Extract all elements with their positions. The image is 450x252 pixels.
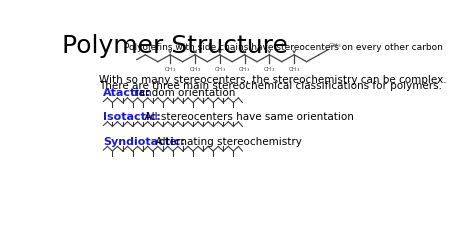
Text: CH$_3$: CH$_3$: [288, 65, 300, 74]
Text: random orientation: random orientation: [131, 88, 236, 98]
Text: Isotactic:: Isotactic:: [103, 112, 161, 121]
Text: There are three main stereochemical classifications for polymers.: There are three main stereochemical clas…: [99, 81, 442, 91]
Text: Atactic:: Atactic:: [103, 88, 151, 98]
Text: CH$_3$: CH$_3$: [328, 41, 342, 50]
Text: CH$_3$: CH$_3$: [263, 65, 275, 74]
Text: Polymer Structure: Polymer Structure: [63, 34, 288, 58]
Text: CH$_3$: CH$_3$: [214, 65, 226, 74]
Text: With so many stereocenters, the stereochemistry can be complex.: With so many stereocenters, the stereoch…: [99, 75, 446, 85]
Text: Syndiotactic:: Syndiotactic:: [103, 136, 184, 146]
Text: Alternating stereochemistry: Alternating stereochemistry: [149, 136, 302, 146]
Text: All stereocenters have same orientation: All stereocenters have same orientation: [139, 112, 354, 121]
Text: CH$_3$: CH$_3$: [238, 65, 251, 74]
Text: Polyolefins with side chains have stereocenters on every other carbon: Polyolefins with side chains have stereo…: [125, 43, 443, 52]
Text: CH$_3$: CH$_3$: [164, 65, 176, 74]
Text: CH$_3$: CH$_3$: [189, 65, 201, 74]
